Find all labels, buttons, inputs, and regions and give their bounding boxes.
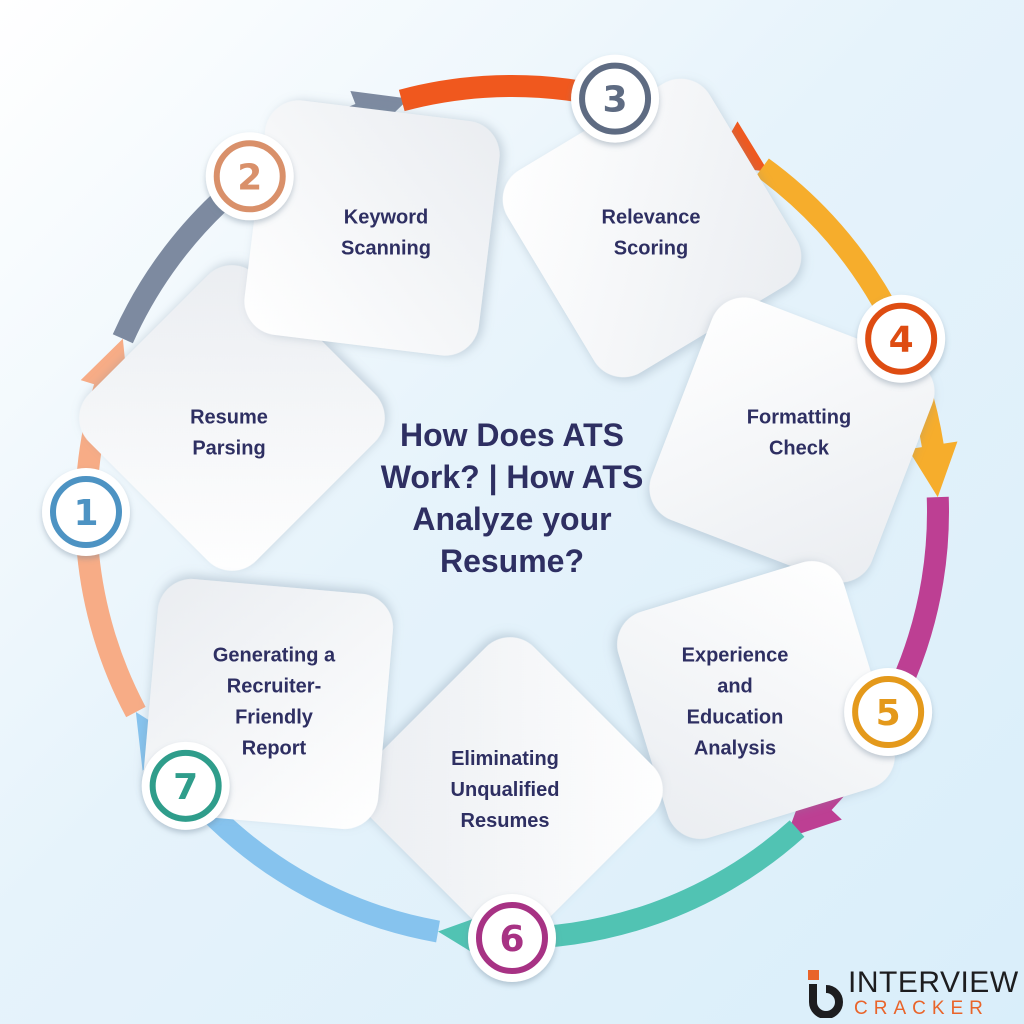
step-badges: 1 2 3 4 5 6 7 [42, 54, 946, 982]
logo-word-cracker: CRACKER [854, 998, 989, 1019]
step-badge-3: 3 [571, 54, 660, 143]
step-badge-2: 2 [205, 132, 294, 221]
step-number-2: 2 [237, 157, 262, 198]
step-number-3: 3 [603, 80, 628, 121]
step-card-1 [79, 265, 385, 571]
step-card-6 [357, 637, 663, 943]
ring-arrow-5 [755, 158, 958, 498]
step-label-5: Experience and Education Analysis [682, 645, 789, 760]
step-card-2 [244, 100, 500, 356]
step-badge-4: 4 [857, 294, 946, 383]
step-number-6: 6 [499, 919, 524, 960]
step-label-3: Relevance Scoring [602, 207, 701, 260]
step-number-4: 4 [889, 320, 914, 361]
step-label-2: Keyword Scanning [341, 207, 431, 260]
step-label-6: Eliminating Unqualified Resumes [451, 748, 560, 832]
page-title: How Does ATS Work? | How ATS Analyze you… [380, 416, 644, 580]
step-label-1: Resume Parsing [190, 407, 268, 460]
step-number-1: 1 [73, 493, 98, 534]
logo-mark-icon [808, 970, 843, 1018]
step-number-5: 5 [876, 693, 901, 734]
center-title-container: How Does ATS Work? | How ATS Analyze you… [352, 396, 672, 600]
step-label-7: Generating a Recruiter-Friendly Report [213, 645, 336, 760]
step-badge-6: 6 [468, 894, 556, 982]
step-badge-1: 1 [42, 468, 130, 556]
interview-cracker-logo: INTERVIEW CRACKER [806, 966, 1018, 1020]
step-badge-7: 7 [141, 741, 230, 830]
step-cards: Resume Parsing Keyword Scanning Relevance Sco… [79, 78, 935, 943]
step-card-5 [617, 561, 895, 839]
step-badge-5: 5 [844, 667, 933, 756]
step-number-7: 7 [173, 767, 198, 808]
step-card-4 [649, 297, 935, 583]
step-label-4: Formatting Check [747, 407, 851, 460]
logo-word-interview: INTERVIEW [848, 966, 1019, 999]
